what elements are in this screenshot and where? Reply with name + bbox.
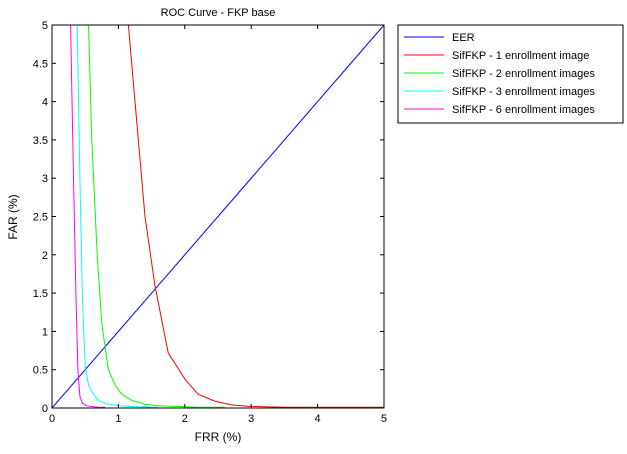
y-tick-label: 2 (42, 250, 48, 262)
y-tick-label: 4 (42, 97, 48, 109)
series-line-2 (88, 25, 225, 408)
x-tick-label: 5 (381, 413, 387, 425)
y-tick-label: 4.5 (33, 58, 48, 70)
y-tick-label: 2.5 (33, 212, 48, 224)
y-tick-label: 3 (42, 173, 48, 185)
x-tick-label: 2 (182, 413, 188, 425)
series-group (52, 25, 384, 408)
legend: EER SifFKP - 1 enrollment image SifFKP - 2… (397, 24, 624, 124)
series-line-3 (76, 25, 159, 408)
y-tick-label: 0 (42, 403, 48, 415)
legend-label-2: SifFKP - 2 enrollment images (452, 68, 595, 80)
series-line-1 (127, 25, 384, 408)
x-tick-label: 0 (49, 413, 55, 425)
x-tick-label: 1 (115, 413, 121, 425)
legend-label-1: SifFKP - 1 enrollment image (452, 50, 589, 62)
x-axis-label: FRR (%) (195, 430, 242, 444)
chart-title: ROC Curve - FKP base (161, 7, 276, 19)
y-tick-label: 1 (42, 326, 48, 338)
x-tick-label: 4 (315, 413, 321, 425)
axis-ticks: 0 1 2 3 4 5 0 0.5 1 1.5 2 2.5 3 3.5 4 4.5 5 (33, 20, 387, 425)
series-line-4 (70, 25, 106, 408)
y-tick-label: 5 (42, 20, 48, 32)
series-line-0 (52, 25, 384, 408)
x-tick-label: 3 (248, 413, 254, 425)
y-tick-label: 0.5 (33, 365, 48, 377)
y-tick-label: 1.5 (33, 288, 48, 300)
y-tick-label: 3.5 (33, 135, 48, 147)
legend-box (397, 24, 624, 124)
y-axis-label: FAR (%) (6, 194, 20, 239)
legend-label-3: SifFKP - 3 enrollment images (452, 86, 595, 98)
legend-label-4: SifFKP - 6 enrollment images (452, 104, 595, 116)
legend-label-0: EER (452, 32, 475, 44)
